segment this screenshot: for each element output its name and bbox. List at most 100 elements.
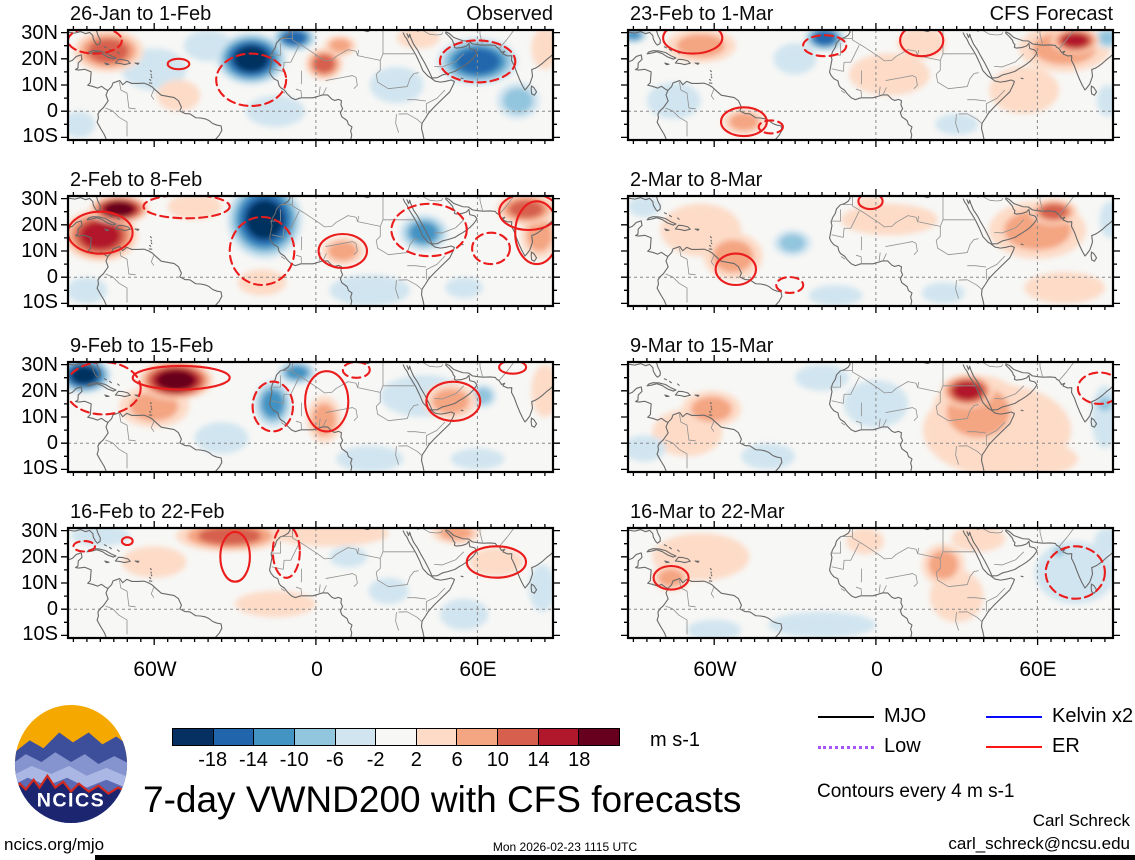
legend-line-kelvin (986, 716, 1042, 718)
map-panel-forecast-week3 (616, 353, 1125, 481)
panel-title: 9-Mar to 15-Mar (630, 335, 774, 357)
axis-ticks (61, 521, 560, 645)
colorbar-segment (415, 729, 457, 745)
y-axis-label: 0 (46, 598, 58, 620)
y-axis-label: 0 (46, 432, 58, 454)
axis-ticks (61, 189, 560, 313)
y-axis-label: 0 (46, 100, 58, 122)
x-axis-label: 60E (459, 658, 497, 681)
panel-title: 16-Feb to 22-Feb (70, 501, 225, 523)
colorbar-segment (293, 729, 335, 745)
anomaly-shading (628, 196, 1113, 306)
colorbar-segment (578, 729, 620, 745)
colorbar-unit: m s-1 (650, 729, 700, 751)
logo-text: NCICS (37, 789, 106, 811)
y-axis-label: 20N (21, 48, 58, 70)
y-axis-label: 30N (21, 520, 58, 542)
panel-title: 2-Feb to 8-Feb (70, 169, 203, 191)
map-panel-observed-week3 (56, 353, 565, 481)
wave-contours (652, 545, 1106, 600)
colorbar-segment (497, 729, 538, 745)
x-axis-label: 60W (693, 658, 737, 681)
colorbar-tick-label: 18 (568, 749, 591, 771)
y-axis-label: 20N (21, 214, 58, 236)
legend-line-low (818, 746, 874, 749)
panel-title: 23-Feb to 1-Mar (630, 3, 774, 25)
y-axis-label: 10N (21, 74, 58, 96)
colorbar-segment (375, 729, 416, 745)
colorbar-tick-label: 2 (410, 749, 422, 771)
legend-label-er: ER (1052, 735, 1080, 757)
author-email[interactable]: carl_schreck@ncsu.edu (948, 834, 1130, 853)
panel-title: 26-Jan to 1-Feb (70, 3, 212, 25)
axis-ticks (621, 521, 1120, 645)
panel-title: 2-Mar to 8-Mar (630, 169, 763, 191)
colorbar (172, 728, 620, 746)
map-panel-forecast-week4 (616, 519, 1125, 647)
x-axis-label: 0 (311, 658, 323, 681)
x-axis-label: 60W (133, 658, 177, 681)
y-axis-label: 10S (22, 457, 58, 479)
colorbar-tick-label: 10 (486, 749, 509, 771)
map-panel-forecast-week1 (616, 21, 1125, 149)
website-link[interactable]: ncics.org/mjo (4, 835, 105, 854)
generation-timestamp: Mon 2026-02-23 1115 UTC (492, 840, 638, 854)
axis-ticks (61, 355, 560, 479)
colorbar-tick-label: -2 (366, 749, 385, 771)
colorbar-tick-label: 14 (527, 749, 550, 771)
legend-label-low: Low (884, 735, 921, 757)
panel-source-label: CFS Forecast (989, 3, 1113, 25)
wave-contours (68, 362, 528, 433)
y-axis-label: 20N (21, 546, 58, 568)
y-axis-label: 10N (21, 406, 58, 428)
axis-ticks (621, 23, 1120, 147)
panel-title: 16-Mar to 22-Mar (630, 501, 785, 523)
y-axis-label: 10S (22, 125, 58, 147)
colorbar-segment (537, 729, 579, 745)
bottom-bar (95, 855, 1135, 860)
figure-title: 7-day VWND200 with CFS forecasts (143, 779, 742, 820)
logo-ridge-line (14, 773, 128, 795)
legend-line-er (986, 746, 1042, 748)
y-axis-label: 10N (21, 240, 58, 262)
y-axis-label: 30N (21, 354, 58, 376)
ncics-logo: NCICS (14, 705, 128, 823)
colorbar-segment (456, 729, 498, 745)
y-axis-label: 0 (46, 266, 58, 288)
colorbar-tick-label: -14 (239, 749, 268, 771)
colorbar-segment (212, 729, 254, 745)
colorbar-segment (334, 729, 376, 745)
map-panel-observed-week2 (56, 187, 565, 315)
colorbar-tick-label: -10 (279, 749, 309, 771)
y-axis-label: 30N (21, 188, 58, 210)
legend-line-mjo (818, 716, 874, 718)
anomaly-shading (628, 30, 1113, 135)
x-axis-label: 0 (871, 658, 883, 681)
anomaly-shading (68, 196, 553, 306)
wave-contours (68, 196, 553, 287)
contour-interval-note: Contours every 4 m s-1 (817, 781, 1015, 802)
map-panel-forecast-week2 (616, 187, 1125, 315)
y-axis-label: 20N (21, 380, 58, 402)
panel-source-label: Observed (466, 3, 553, 25)
colorbar-tick-label: -18 (198, 749, 228, 771)
panel-title: 9-Feb to 15-Feb (70, 335, 214, 357)
author-name: Carl Schreck (1032, 811, 1130, 830)
axis-ticks (621, 189, 1120, 313)
colorbar-tick-label: 6 (451, 749, 463, 771)
map-panel-observed-week1 (56, 21, 565, 149)
y-axis-label: 10N (21, 572, 58, 594)
colorbar-tick-label: -6 (326, 749, 344, 771)
wave-contours (72, 528, 528, 583)
axis-ticks (621, 355, 1120, 479)
colorbar-segment (173, 729, 213, 745)
wave-contours (68, 30, 517, 108)
wave-contours (1076, 371, 1113, 405)
wave-contours (662, 30, 945, 138)
y-axis-label: 30N (21, 22, 58, 44)
y-axis-label: 10S (22, 623, 58, 645)
x-axis-label: 60E (1019, 658, 1057, 681)
colorbar-segment (253, 729, 294, 745)
axis-ticks (61, 23, 560, 147)
